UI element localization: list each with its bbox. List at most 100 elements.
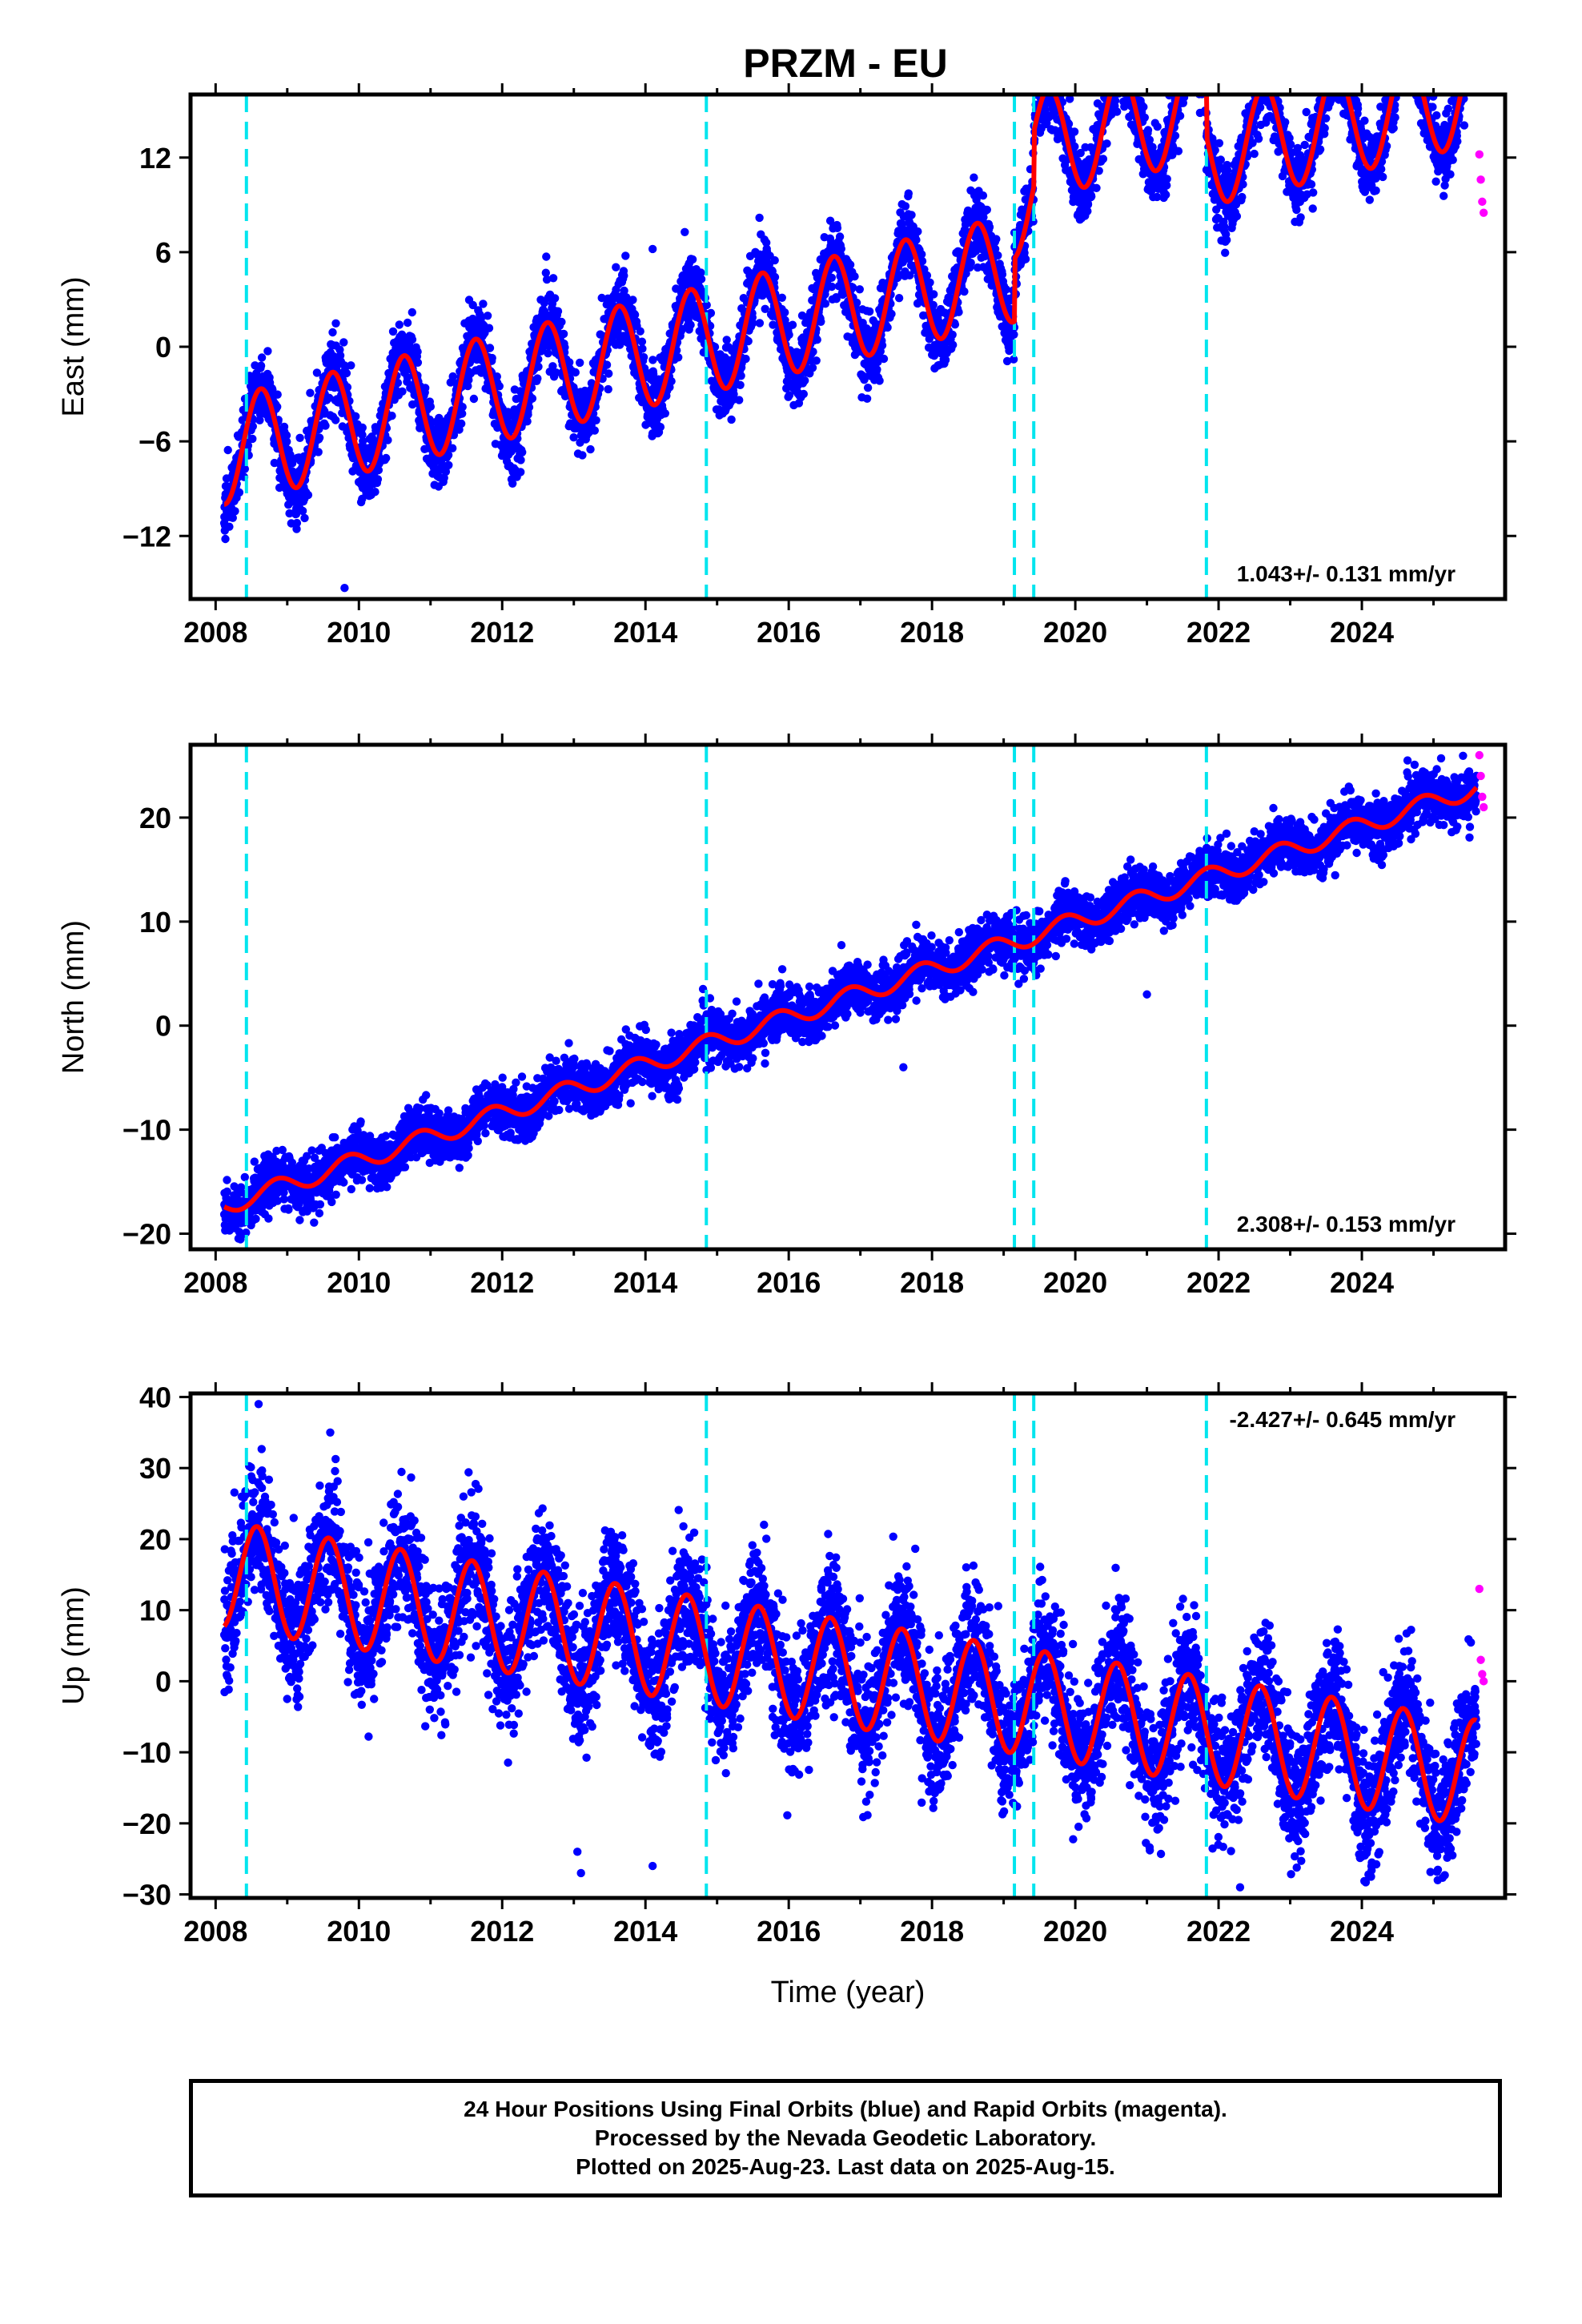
final-orbit-point [1046, 61, 1054, 69]
final-orbit-point [982, 205, 992, 215]
final-orbit-point [948, 330, 957, 340]
final-orbit-point [1195, 58, 1203, 66]
final-orbit-point [1182, 61, 1191, 69]
final-orbit-point [1106, 82, 1114, 90]
final-orbit-point [1106, 74, 1114, 82]
final-orbit-point [1119, 82, 1127, 90]
final-orbit-point [912, 235, 921, 244]
final-orbit-point [528, 394, 537, 403]
final-orbit-point [1174, 80, 1182, 88]
final-orbit-point [1111, 64, 1119, 72]
final-orbit-point [1124, 81, 1132, 89]
final-orbit-point [1112, 45, 1120, 53]
final-orbit-point [1186, 62, 1195, 70]
final-orbit-point [855, 285, 865, 294]
final-orbit-point [1178, 80, 1186, 88]
final-orbit-point [578, 451, 587, 460]
final-orbit-point [1194, 62, 1202, 70]
final-orbit-point [1184, 64, 1192, 72]
final-orbit-point [688, 255, 697, 264]
final-orbit-point [1070, 127, 1079, 136]
final-orbit-point [1190, 71, 1198, 79]
final-orbit-point [978, 191, 988, 200]
final-orbit-point [913, 227, 922, 236]
final-orbit-point [992, 235, 1001, 243]
final-orbit-point [873, 365, 881, 374]
final-orbit-point [1170, 62, 1178, 70]
final-orbit-point [1114, 65, 1122, 73]
final-orbit-point [1139, 103, 1148, 111]
final-orbit-point [1104, 85, 1112, 93]
final-orbit-point [1118, 40, 1126, 48]
final-orbit-point [1116, 50, 1124, 58]
final-orbit-point [770, 272, 780, 282]
final-orbit-point [1199, 46, 1207, 54]
final-orbit-point [628, 296, 637, 304]
final-orbit-point [457, 419, 466, 428]
final-orbit-point [1110, 80, 1118, 88]
final-orbit-point [1178, 80, 1186, 88]
final-orbit-point [263, 347, 272, 356]
final-orbit-point [1185, 67, 1193, 75]
final-orbit-point [1102, 139, 1111, 148]
final-orbit-point [1113, 17, 1121, 25]
final-orbit-point [755, 213, 764, 223]
final-orbit-point [1118, 80, 1126, 88]
final-orbit-point [1122, 62, 1130, 70]
final-orbit-point [248, 422, 257, 431]
final-orbit-point [1180, 75, 1188, 83]
final-orbit-point [1178, 77, 1186, 85]
final-orbit-point [661, 409, 669, 418]
final-orbit-point [1047, 77, 1055, 85]
final-orbit-point [1116, 69, 1124, 77]
final-orbit-point [342, 368, 351, 378]
final-orbit-point [358, 430, 367, 440]
final-orbit-point [1110, 53, 1118, 61]
final-orbit-point [331, 319, 340, 328]
final-orbit-point [1198, 76, 1206, 84]
final-orbit-point [1186, 57, 1195, 65]
final-orbit-point [638, 344, 647, 353]
chart-title: PRZM - EU [743, 41, 948, 86]
final-orbit-point [408, 335, 417, 344]
final-orbit-point [1130, 82, 1138, 90]
final-orbit-point [1162, 191, 1170, 199]
final-orbit-point [231, 507, 239, 516]
final-orbit-point [1174, 76, 1182, 84]
final-orbit-point [295, 433, 304, 442]
final-orbit-point [1188, 56, 1196, 64]
final-orbit-point [1111, 63, 1119, 71]
final-orbit-point [845, 260, 855, 269]
final-orbit-point [1110, 68, 1118, 76]
final-orbit-point [1117, 35, 1125, 43]
final-orbit-point [907, 211, 916, 219]
final-orbit-point [1182, 74, 1190, 82]
final-orbit-point [403, 372, 412, 382]
final-orbit-point [960, 287, 969, 296]
final-orbit-point [1113, 43, 1121, 51]
final-orbit-point [1039, 78, 1047, 86]
final-orbit-point [1195, 65, 1203, 73]
final-orbit-point [448, 444, 457, 452]
final-orbit-point [875, 376, 884, 385]
final-orbit-point [458, 403, 467, 412]
final-orbit-point [1184, 39, 1192, 47]
final-orbit-point [1051, 68, 1059, 76]
final-orbit-point [1106, 74, 1114, 82]
final-orbit-point [808, 364, 817, 372]
final-orbit-point [1196, 70, 1204, 78]
final-orbit-point [1232, 211, 1242, 221]
final-orbit-point [648, 356, 657, 364]
final-orbit-point [636, 327, 644, 336]
final-orbit-point [727, 415, 736, 424]
final-orbit-point [1041, 81, 1049, 89]
final-orbit-point [358, 423, 367, 432]
final-orbit-point [1110, 61, 1118, 69]
final-orbit-point [1187, 66, 1195, 74]
final-orbit-point [1046, 84, 1054, 92]
final-orbit-point [827, 282, 837, 292]
final-orbit-point [1110, 96, 1120, 105]
final-orbit-point [1112, 62, 1120, 70]
final-orbit-point [1038, 62, 1046, 70]
